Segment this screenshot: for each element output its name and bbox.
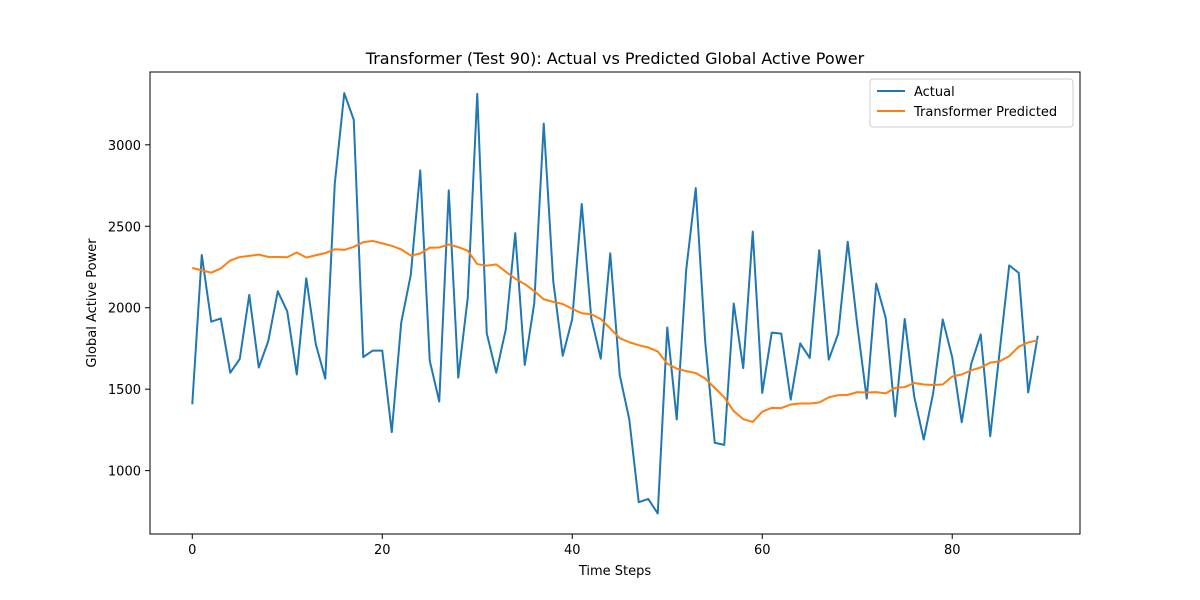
x-tick-label: 20 [374, 543, 391, 558]
y-tick-label: 3000 [108, 139, 141, 154]
x-tick-label: 60 [754, 543, 771, 558]
legend-box [869, 78, 1074, 128]
legend-label-predicted: Transformer Predicted [913, 105, 1057, 120]
y-tick-label: 1000 [108, 465, 141, 480]
axes-frame [149, 71, 1081, 535]
y-tick-label: 2500 [108, 220, 141, 235]
series-line-predicted [192, 239, 1038, 423]
x-axis: 0 20 40 60 80 [188, 534, 961, 558]
x-tick-label: 40 [564, 543, 581, 558]
legend: Actual Transformer Predicted [869, 78, 1074, 128]
y-axis-label: Global Active Power [85, 238, 100, 368]
chart-title: Transformer (Test 90): Actual vs Predict… [365, 49, 865, 68]
y-axis: 1000 1500 2000 2500 3000 [108, 139, 150, 480]
plot-area [191, 92, 1039, 515]
y-tick-label: 2000 [108, 302, 141, 317]
y-tick-label: 1500 [108, 383, 141, 398]
legend-label-actual: Actual [914, 85, 955, 100]
x-axis-label: Time Steps [578, 564, 652, 579]
series-line-actual [191, 92, 1039, 515]
x-tick-label: 0 [188, 543, 196, 558]
x-tick-label: 80 [944, 543, 961, 558]
